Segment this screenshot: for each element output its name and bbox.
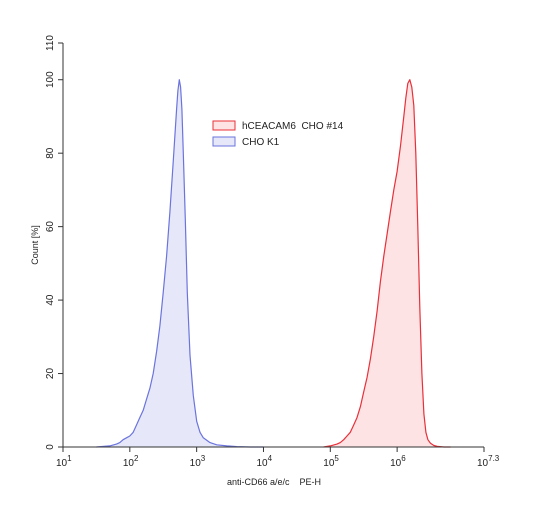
y-tick-label: 100 [45, 71, 56, 88]
y-axis-label: Count [%] [30, 225, 40, 265]
x-tick-label: 104 [256, 454, 272, 469]
series-area-0 [323, 79, 451, 447]
x-ticks: 101 102 103 104 105 106 107.3 [56, 447, 500, 469]
series-layer [96, 79, 451, 448]
y-tick-label: 40 [45, 294, 56, 306]
x-tick-label: 105 [323, 454, 339, 469]
legend-swatch-hceacam6 [212, 120, 236, 131]
series-area-1 [96, 79, 264, 447]
legend-label-hceacam6: hCEACAM6 CHO #14 [242, 121, 344, 132]
y-tick-label: 80 [45, 147, 56, 159]
y-tick-label: 20 [45, 368, 56, 380]
x-tick-label: 102 [123, 454, 139, 469]
x-tick-label: 103 [190, 454, 206, 469]
y-tick-label: 60 [45, 221, 56, 233]
legend: hCEACAM6 CHO #14 CHO K1 [212, 120, 344, 148]
legend-label-cho-k1: CHO K1 [242, 137, 280, 148]
x-axis-label: anti-CD66 a/e/c PE-H [227, 477, 321, 487]
x-tick-label: 101 [56, 454, 72, 469]
y-ticks: 0 20 40 60 80 100 110 [45, 35, 63, 450]
series-line-1 [96, 79, 264, 448]
x-tick-label: 107.3 [477, 454, 500, 469]
y-tick-label: 0 [45, 444, 56, 450]
series-line-0 [323, 79, 451, 448]
x-tick-label: 106 [390, 454, 406, 469]
legend-swatch-cho-k1 [212, 136, 236, 147]
y-tick-label: 110 [45, 35, 56, 51]
